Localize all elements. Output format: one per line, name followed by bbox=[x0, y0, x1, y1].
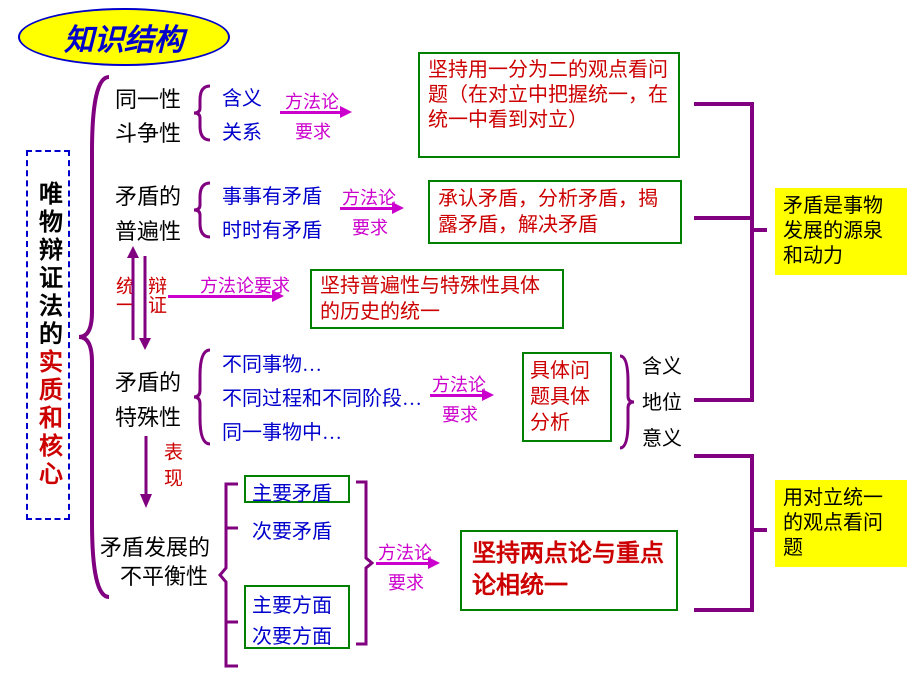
row1-method: 方法论 bbox=[285, 88, 339, 114]
row2-req: 要求 bbox=[352, 214, 388, 240]
row4-box: 坚持两点论与重点论相统一 bbox=[460, 530, 678, 611]
row3-side-brace bbox=[616, 352, 636, 452]
row2-sub2: 时时有矛盾 bbox=[222, 214, 322, 243]
row1-req: 要求 bbox=[295, 118, 331, 144]
row2-brace bbox=[190, 179, 214, 241]
mid-box: 坚持普遍性与特殊性具体的历史的统一 bbox=[310, 269, 564, 329]
row3-brace bbox=[190, 346, 214, 448]
row1-sub1: 含义 bbox=[222, 82, 262, 111]
big-brace bbox=[74, 72, 114, 602]
row3-label2: 特殊性 bbox=[115, 400, 181, 432]
row3-method: 方法论 bbox=[432, 371, 486, 397]
row2-method: 方法论 bbox=[342, 184, 396, 210]
row3-side1: 含义 bbox=[642, 350, 682, 379]
row4-bracket bbox=[216, 480, 242, 670]
row4-method: 方法论 bbox=[378, 539, 432, 565]
row3-sub3: 同一事物中… bbox=[222, 416, 342, 445]
right-bracket2 bbox=[690, 450, 770, 650]
row4-sub4: 次要方面 bbox=[252, 620, 332, 649]
right-bracket1 bbox=[690, 100, 770, 420]
row2-sub1: 事事有矛盾 bbox=[222, 180, 322, 209]
mid-updown-arrows bbox=[125, 242, 153, 354]
row4-sub3: 主要方面 bbox=[252, 589, 332, 618]
row3-label1: 矛盾的 bbox=[115, 365, 181, 397]
row3-sub1: 不同事物… bbox=[222, 348, 322, 377]
row4-label1: 矛盾发展的 bbox=[100, 530, 210, 562]
biaoxian-l2: 现 bbox=[158, 468, 185, 487]
row4-label2: 不平衡性 bbox=[120, 559, 208, 591]
row4-sub2: 次要矛盾 bbox=[252, 515, 332, 544]
title-text: 知识结构 bbox=[64, 15, 184, 59]
main-p2: 实质和核心 bbox=[35, 349, 61, 489]
row3-side2: 地位 bbox=[642, 386, 682, 415]
mid-method: 方法论要求 bbox=[200, 272, 290, 298]
row1-box: 坚持用一分为二的观点看问题（在对立中把握统一，在统一中看到对立） bbox=[418, 52, 680, 158]
row3-side3: 意义 bbox=[642, 422, 682, 451]
row3-req: 要求 bbox=[442, 401, 478, 427]
row4-bracket-r bbox=[352, 478, 374, 648]
row2-label1: 矛盾的 bbox=[115, 179, 181, 211]
row3-sub2: 不同过程和不同阶段… bbox=[222, 382, 422, 411]
main-p1: 唯物辩证法的 bbox=[35, 181, 61, 349]
row1-arrow-head bbox=[340, 106, 352, 118]
title-oval: 知识结构 bbox=[18, 8, 230, 66]
main-vertical-label: 唯物辩证法的实质和核心 bbox=[26, 150, 70, 520]
biaoxian-l1: 表 bbox=[158, 442, 185, 461]
row2-box: 承认矛盾，分析矛盾，揭露矛盾，解决矛盾 bbox=[428, 180, 682, 244]
row4-req: 要求 bbox=[388, 569, 424, 595]
right-box1: 矛盾是事物发展的源泉和动力 bbox=[775, 188, 907, 275]
row3-box: 具体问题具体分析 bbox=[522, 352, 612, 442]
row1-brace bbox=[190, 82, 214, 144]
row1-label1: 同一性 bbox=[115, 82, 181, 114]
row4-sub1: 主要矛盾 bbox=[252, 477, 332, 506]
row1-sub2: 关系 bbox=[222, 116, 262, 145]
row1-label2: 斗争性 bbox=[115, 116, 181, 148]
biaoxian-arrow bbox=[138, 432, 154, 512]
right-box2: 用对立统一的观点看问题 bbox=[775, 480, 907, 567]
